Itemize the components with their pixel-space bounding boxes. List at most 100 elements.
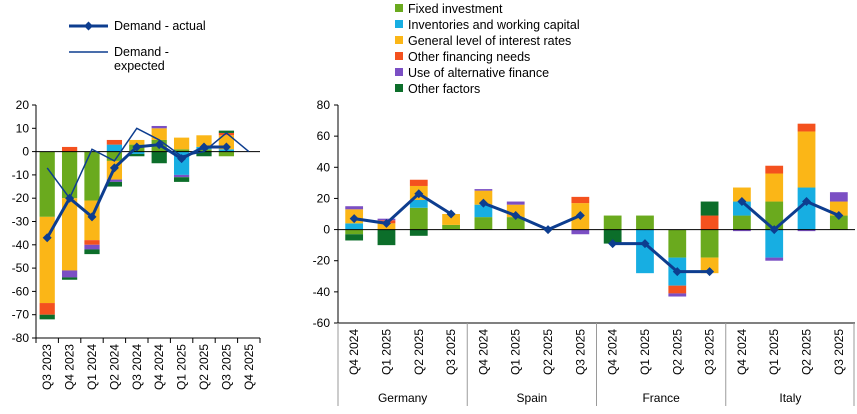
bar-general-level-of-interest-rates-6	[173, 137, 190, 150]
right-x-tick-label: Q2 2025	[412, 329, 426, 375]
point-demand-actual-2	[87, 212, 97, 222]
point-demand-actual-6	[177, 154, 187, 164]
bar-fixed-investment-6	[173, 149, 190, 152]
legend-swatch-inventories	[395, 20, 403, 28]
right-x-tick-label: Q4 2024	[735, 329, 749, 375]
bar-other-financing-needs-3	[106, 139, 123, 145]
legend-actual-marker	[84, 21, 93, 31]
point-demand-actual-italy-2	[802, 197, 812, 207]
point-demand-actual-0	[42, 233, 52, 243]
right-x-tick-label: Q1 2025	[638, 329, 652, 375]
right-y-tick-label: 60	[317, 129, 331, 143]
bar-fixed-investment-1	[61, 151, 78, 199]
left-y-tick-label: -10	[12, 168, 30, 182]
bar-inventories-and-working-capital-3	[106, 144, 123, 152]
legend-label-interest-rates: General level of interest rates	[408, 34, 571, 48]
bar-fixed-investment-8	[603, 215, 622, 230]
right-x-tick-label: Q4 2024	[476, 329, 490, 375]
right-x-tick-label: Q3 2025	[703, 329, 717, 375]
bar-fixed-investment-0	[39, 151, 55, 217]
left-x-tick-label: Q2 2025	[197, 344, 211, 390]
left-x-tick-label: Q3 2023	[40, 344, 54, 390]
bar-inventories-and-working-capital-14	[797, 187, 816, 230]
bar-inventories-and-working-capital-9	[636, 229, 654, 274]
bar-fixed-investment-2	[409, 207, 428, 230]
bar-inventories-and-working-capital-13	[765, 229, 784, 258]
group-label-spain: Spain	[517, 391, 548, 405]
point-demand-actual-spain-1	[511, 211, 521, 221]
left-y-tick-label: -60	[12, 284, 30, 298]
bar-other-financing-needs-10	[668, 285, 687, 294]
bar-fixed-investment-12	[733, 215, 751, 230]
bar-other-factors-0	[39, 314, 55, 320]
left-x-tick-label: Q1 2024	[85, 344, 99, 390]
right-y-tick-label: 0	[323, 223, 330, 237]
bar-other-factors-2	[84, 249, 100, 255]
bar-use-of-alternative-finance-6	[173, 174, 190, 178]
bar-fixed-investment-10	[668, 229, 687, 258]
line-demand-actual-italy	[740, 199, 840, 232]
bar-fixed-investment-4	[474, 217, 493, 230]
left-y-tick-label: 0	[22, 145, 29, 159]
left-y-tick-label: -20	[12, 191, 30, 205]
point-demand-actual-5	[154, 140, 164, 150]
bar-fixed-investment-11	[700, 229, 719, 258]
point-demand-actual-france-0	[608, 239, 618, 249]
right-x-tick-label: Q3 2025	[832, 329, 846, 375]
line-demand-actual-france	[612, 242, 710, 274]
legend-label-other-financing: Other financing needs	[408, 50, 530, 64]
bar-general-level-of-interest-rates-4	[474, 190, 493, 205]
legend-swatch-interest-rates	[395, 36, 403, 44]
bar-other-financing-needs-0	[39, 303, 55, 315]
bar-fixed-investment-2	[84, 151, 100, 201]
point-demand-actual-1	[65, 193, 75, 203]
left-x-tick-label: Q2 2024	[107, 344, 121, 390]
point-demand-actual-4	[132, 142, 142, 152]
right-x-tick-label: Q3 2025	[573, 329, 587, 375]
bar-other-factors-7	[196, 151, 212, 157]
bar-general-level-of-interest-rates-12	[733, 187, 751, 202]
point-demand-actual-france-2	[672, 267, 682, 277]
left-y-tick-label: -80	[12, 331, 30, 345]
bar-fixed-investment-5	[506, 217, 525, 230]
line-demand-actual-spain	[482, 201, 581, 232]
legend-expected-label-line2: expected	[114, 59, 165, 73]
bar-use-of-alternative-finance-7	[571, 229, 590, 235]
legend-expected-label-line1: Demand -	[114, 45, 169, 59]
point-demand-actual-8	[221, 142, 231, 152]
bar-general-level-of-interest-rates-14	[797, 131, 816, 188]
bar-other-factors-4	[129, 153, 145, 157]
point-demand-actual-france-1	[640, 239, 650, 249]
legend-label-alternative-finance: Use of alternative finance	[408, 66, 549, 80]
right-x-tick-label: Q1 2025	[509, 329, 523, 375]
bar-fixed-investment-8	[218, 151, 235, 157]
bar-inventories-and-working-capital-0	[345, 223, 364, 230]
bar-other-financing-needs-14	[797, 123, 816, 132]
point-demand-actual-germany-2	[414, 189, 424, 199]
left-y-tick-label: 20	[16, 98, 30, 112]
point-demand-actual-spain-3	[575, 211, 585, 221]
bar-other-financing-needs-2	[84, 240, 100, 245]
right-x-tick-label: Q4 2024	[606, 329, 620, 375]
bar-use-of-alternative-finance-10	[668, 293, 687, 297]
left-chart: -80 -70 -60 -50 -40 -30 -20 -10 0 10 20 Q3 2023 Q4 2…	[12, 98, 261, 390]
bar-use-of-alternative-finance-5	[151, 125, 167, 129]
left-x-tick-label: Q3 2025	[219, 344, 233, 390]
bar-other-factors-11	[700, 201, 719, 216]
point-demand-actual-germany-3	[446, 209, 456, 219]
point-demand-actual-7	[199, 142, 209, 152]
right-y-tick-label: -60	[313, 316, 331, 330]
bar-use-of-alternative-finance-14	[797, 229, 816, 232]
legend-label-other-factors: Other factors	[408, 82, 480, 96]
bar-other-factors-8	[603, 229, 622, 244]
bar-inventories-and-working-capital-2	[409, 199, 428, 208]
bar-inventories-and-working-capital-4	[129, 151, 145, 154]
bar-use-of-alternative-finance-5	[506, 201, 525, 205]
bar-general-level-of-interest-rates-4	[129, 139, 145, 145]
right-y-tick-label: 40	[317, 160, 331, 174]
right-y-tick-label: -40	[313, 285, 331, 299]
left-y-tick-label: 10	[16, 121, 30, 135]
bar-other-financing-needs-11	[700, 215, 719, 230]
right-x-tick-label: Q2 2025	[800, 329, 814, 375]
right-x-tick-label: Q1 2025	[767, 329, 781, 375]
